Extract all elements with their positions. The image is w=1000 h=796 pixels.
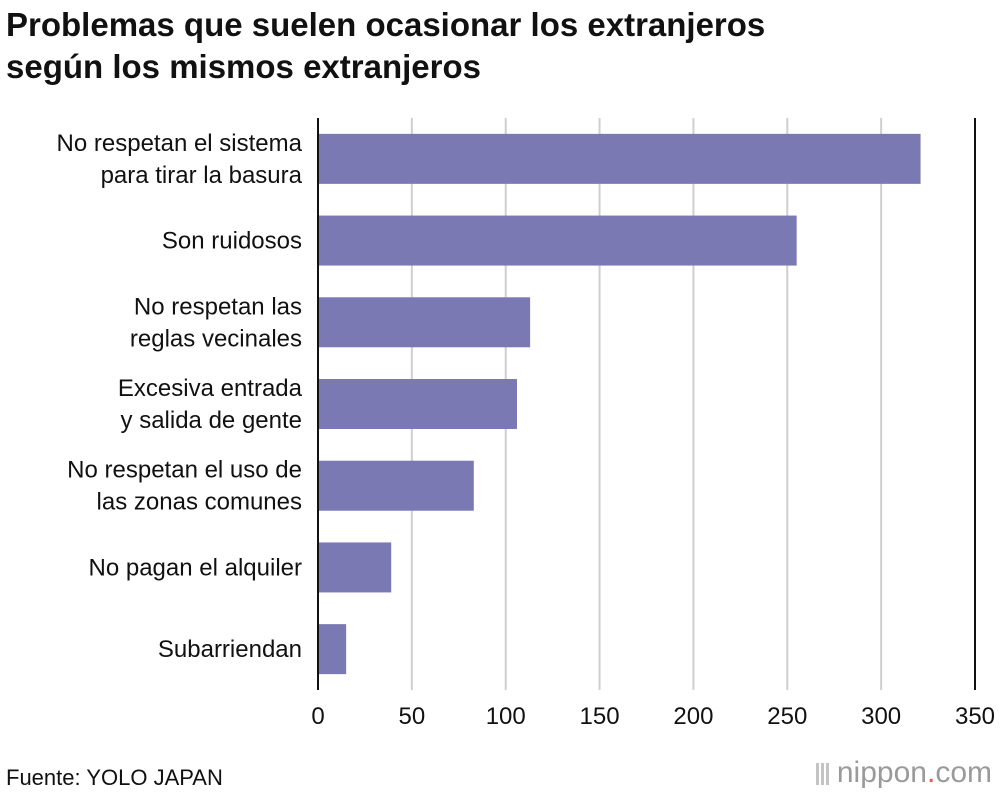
category-label-line: Excesiva entrada	[118, 375, 303, 402]
axes	[317, 118, 976, 690]
logo-suffix: com	[935, 756, 992, 789]
bar	[318, 297, 531, 348]
category-label: No respetan el sistema para tirar la basu…	[57, 130, 303, 189]
category-label-line: No pagan el alquiler	[89, 554, 302, 581]
x-tick-label: 200	[673, 703, 713, 730]
chart-title-line-2: según los mismos extranjeros	[6, 48, 482, 85]
bar	[318, 624, 347, 675]
category-label: No respetan las reglas vecinales	[130, 293, 302, 352]
x-tick-label: 50	[399, 703, 426, 730]
logo-bars-icon	[815, 756, 831, 790]
category-label-line: No respetan el uso de	[67, 457, 302, 484]
x-tick-label: 100	[486, 703, 526, 730]
x-tick-labels: 0 50 100 150 200 250 300 350	[311, 703, 995, 730]
category-labels: No respetan el sistema para tirar la basu…	[57, 130, 303, 663]
bar	[318, 215, 797, 266]
bar	[318, 133, 921, 184]
category-label-line: reglas vecinales	[130, 325, 302, 352]
nippon-logo: nippon.com	[815, 756, 992, 790]
category-label-line: No respetan las	[134, 293, 302, 320]
source-note: Fuente: YOLO JAPAN	[6, 765, 223, 790]
x-tick-label: 150	[580, 703, 620, 730]
category-label: No respetan el uso de las zonas comunes	[67, 457, 302, 516]
category-label-line: las zonas comunes	[97, 489, 302, 516]
logo-dot: .	[926, 756, 936, 789]
category-label-line: No respetan el sistema	[57, 130, 303, 157]
category-label-line: y salida de gente	[121, 407, 302, 434]
bar	[318, 460, 474, 511]
category-label: Excesiva entrada y salida de gente	[118, 375, 303, 434]
chart-title-line-1: Problemas que suelen ocasionar los extra…	[6, 6, 766, 43]
bars	[318, 133, 921, 675]
category-label-line: para tirar la basura	[101, 162, 303, 189]
logo-name: nippon	[836, 756, 927, 789]
category-label-line: Subarriendan	[158, 636, 302, 663]
x-tick-label: 350	[955, 703, 995, 730]
category-label: Subarriendan	[158, 636, 302, 663]
x-tick-label: 0	[311, 703, 324, 730]
bar	[318, 542, 392, 593]
x-tick-label: 300	[861, 703, 901, 730]
x-tick-label: 250	[767, 703, 807, 730]
category-label-line: Son ruidosos	[162, 228, 302, 255]
bar	[318, 379, 517, 429]
category-label: No pagan el alquiler	[89, 554, 302, 581]
chart-title: Problemas que suelen ocasionar los extra…	[6, 4, 986, 88]
category-label: Son ruidosos	[162, 228, 302, 255]
